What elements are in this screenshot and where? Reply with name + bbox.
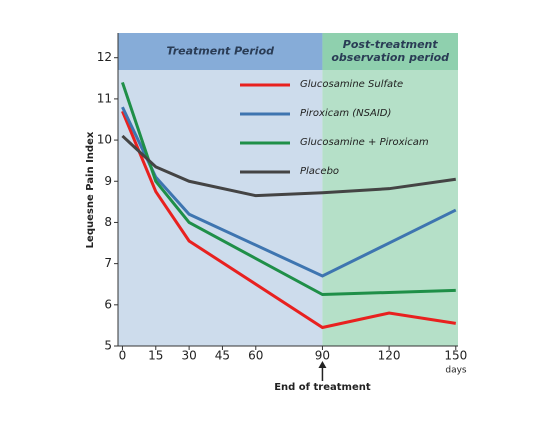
y-tick-label: 6 — [104, 297, 112, 311]
x-tick-label: 30 — [181, 349, 196, 363]
y-tick-label: 7 — [104, 256, 112, 270]
period-label: observation period — [331, 51, 449, 64]
y-tick-label: 5 — [104, 339, 112, 353]
x-tick-label: 15 — [148, 349, 163, 363]
legend-label: Placebo — [300, 166, 339, 177]
period-header — [322, 33, 458, 70]
series-line — [121, 81, 456, 297]
x-tick-label: 45 — [215, 349, 230, 363]
y-tick-label: 11 — [97, 91, 112, 105]
series-line — [121, 134, 456, 198]
legend-label: Glucosamine + Piroxicam — [300, 137, 429, 148]
y-axis-label: Lequesne Pain Index — [85, 131, 96, 248]
y-tick-label: 12 — [97, 50, 112, 64]
annotation: End of treatment — [274, 382, 371, 393]
y-tick-label: 8 — [104, 215, 112, 229]
y-tick-label: 10 — [97, 133, 112, 147]
x-unit: days — [445, 366, 467, 376]
x-tick-label: 90 — [315, 349, 330, 363]
y-tick-label: 9 — [104, 174, 112, 188]
x-tick-label: 60 — [248, 349, 263, 363]
legend-label: Glucosamine Sulfate — [300, 79, 403, 90]
x-tick-label: 150 — [444, 349, 467, 363]
period-label: Treatment Period — [166, 45, 274, 58]
period-label: Post-treatment — [343, 38, 439, 51]
series-line — [121, 110, 457, 330]
x-tick-label: 120 — [378, 349, 401, 363]
legend-label: Piroxicam (NSAID) — [300, 108, 391, 119]
annotation-arrowhead — [318, 361, 327, 368]
period-header — [118, 33, 323, 70]
x-tick-label: 0 — [119, 349, 127, 363]
